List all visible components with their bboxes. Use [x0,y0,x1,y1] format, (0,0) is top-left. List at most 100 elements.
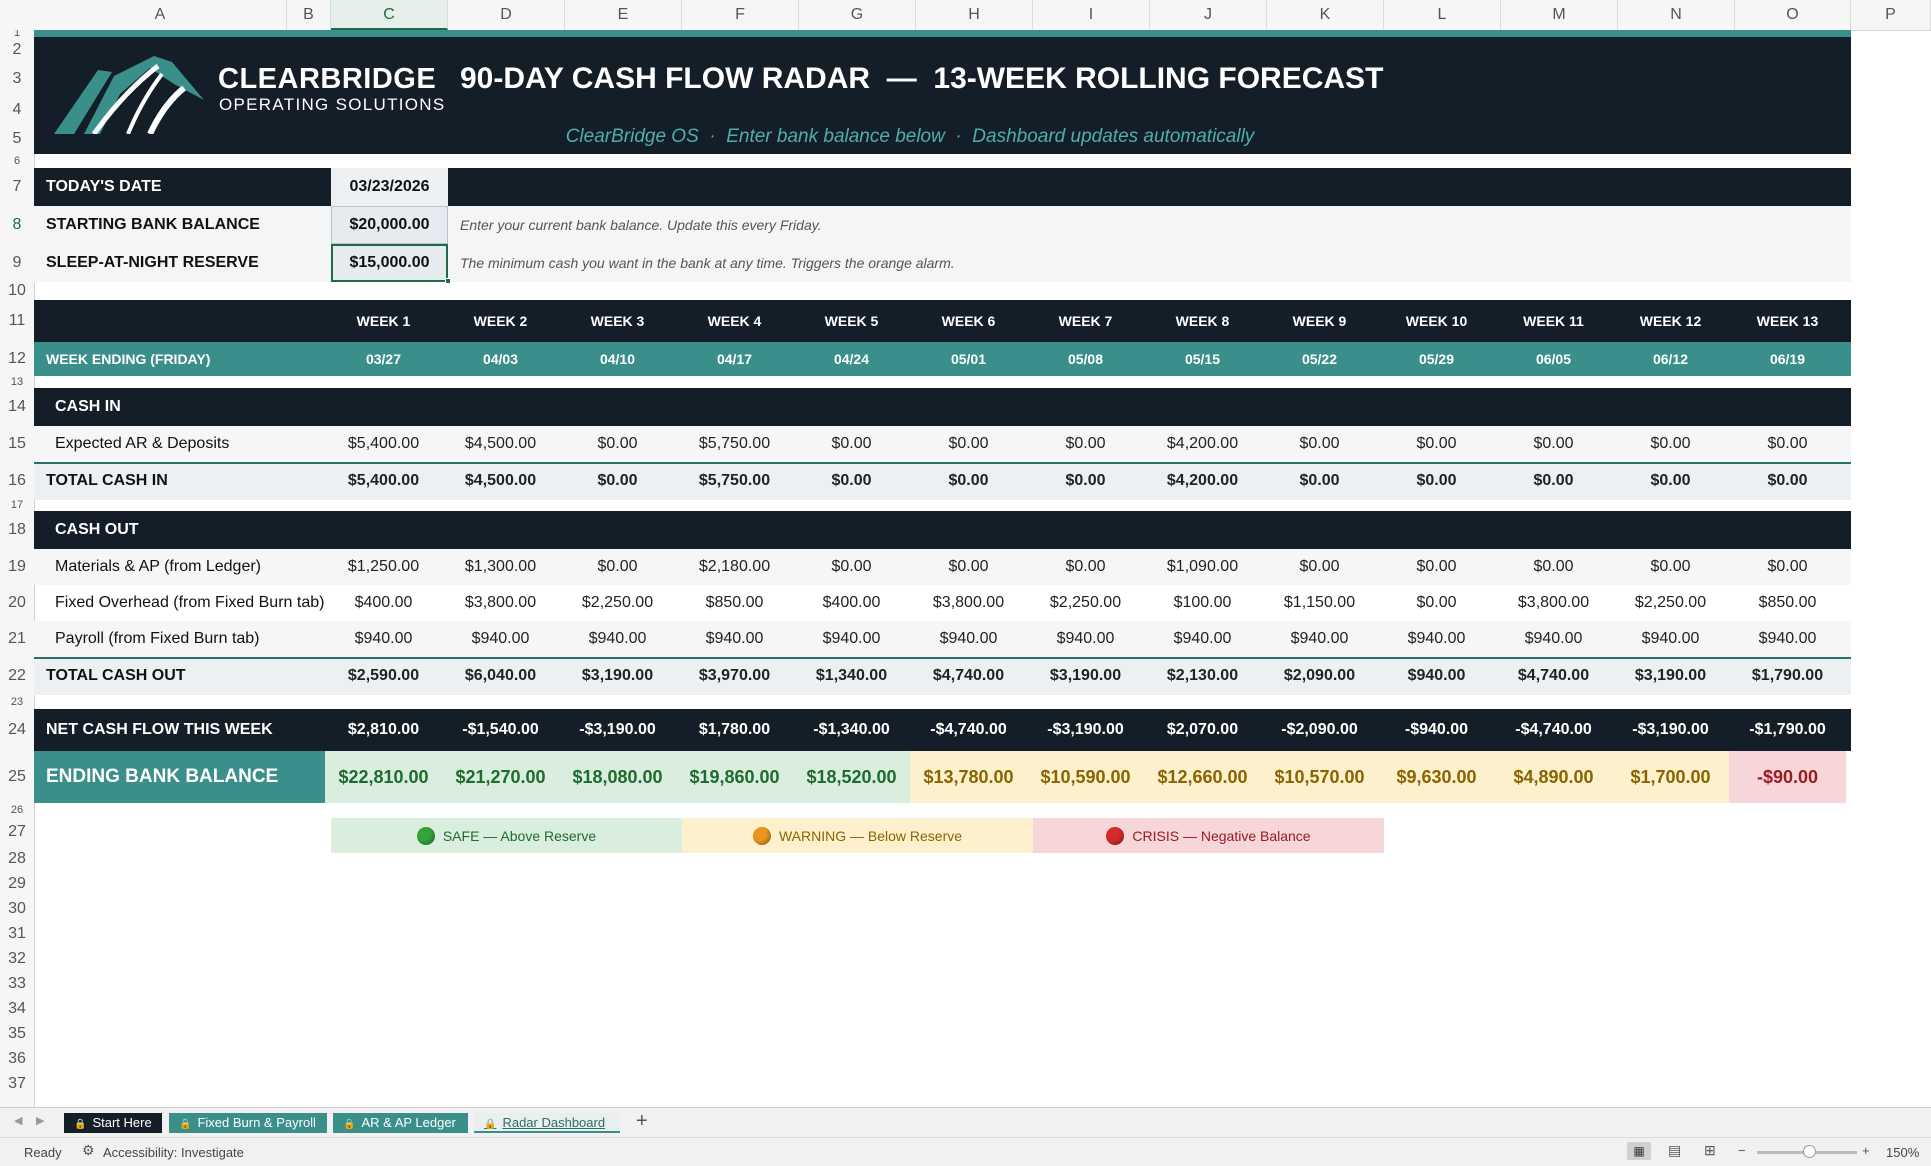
total-cash-in-cell[interactable]: $0.00 [1065,472,1106,489]
row-header-14[interactable]: 14 [8,398,26,415]
net-cash-flow-cell[interactable]: -$4,740.00 [930,721,1007,738]
cash-out-row-cell[interactable]: $0.00 [1299,558,1340,575]
ending-balance-cell[interactable]: $9,630.00 [1378,751,1495,803]
cash-out-row-cell[interactable]: $940.00 [1173,630,1232,647]
cash-out-row-cell[interactable]: $2,180.00 [698,558,771,575]
column-header-j[interactable]: J [1150,0,1267,30]
cash-out-row-cell[interactable]: $1,300.00 [464,558,537,575]
row-header-34[interactable]: 34 [8,1000,26,1017]
ending-balance-cell[interactable]: $12,660.00 [1144,751,1261,803]
cash-out-row-cell[interactable]: $1,090.00 [1166,558,1239,575]
ending-balance-cell[interactable]: $19,860.00 [676,751,793,803]
total-cash-in-cell[interactable]: $5,750.00 [698,472,771,489]
row-header-10[interactable]: 10 [8,282,26,299]
row-header-24[interactable]: 24 [8,721,26,738]
cash-in-row-cell[interactable]: $0.00 [1416,435,1457,452]
net-cash-flow-cell[interactable]: -$3,190.00 [579,721,656,738]
sheet-tab-fixed-burn-payroll[interactable]: 🔒 Fixed Burn & Payroll [169,1113,327,1133]
column-header-i[interactable]: I [1033,0,1150,30]
net-cash-flow-cell[interactable]: $2,810.00 [347,721,420,738]
total-cash-out-cell[interactable]: $1,340.00 [815,667,888,684]
cash-out-row-cell[interactable]: $0.00 [1767,558,1808,575]
cash-out-row-cell[interactable]: $400.00 [822,594,881,611]
zoom-slider-thumb[interactable] [1803,1145,1816,1158]
row-header-29[interactable]: 29 [8,875,26,892]
ending-balance-cell[interactable]: $10,570.00 [1261,751,1378,803]
cash-out-row-cell[interactable]: $2,250.00 [1049,594,1122,611]
date-input[interactable]: 03/23/2026 [331,168,448,206]
row-header-1[interactable]: 1 [13,30,21,37]
cash-out-row-cell[interactable]: $0.00 [831,558,872,575]
ending-balance-cell[interactable]: $21,270.00 [442,751,559,803]
net-cash-flow-cell[interactable]: -$1,790.00 [1749,721,1826,738]
cash-out-row-cell[interactable]: $3,800.00 [464,594,537,611]
cash-in-row-cell[interactable]: $0.00 [1533,435,1574,452]
total-cash-in-cell[interactable]: $0.00 [597,472,638,489]
tab-scroll-right-icon[interactable]: ▶ [36,1115,45,1127]
row-header-30[interactable]: 30 [8,900,26,917]
cash-in-row-cell[interactable]: $0.00 [1065,435,1106,452]
row-header-2[interactable]: 2 [12,41,22,58]
total-cash-in-cell[interactable]: $4,500.00 [464,472,537,489]
cash-in-row-cell[interactable]: $0.00 [1650,435,1691,452]
total-cash-in-cell[interactable]: $0.00 [1767,472,1808,489]
cash-out-row-cell[interactable]: $100.00 [1173,594,1232,611]
row-header-4[interactable]: 4 [12,101,22,118]
total-cash-in-cell[interactable]: $5,400.00 [347,472,420,489]
row-header-12[interactable]: 12 [8,350,26,367]
net-cash-flow-cell[interactable]: -$940.00 [1404,721,1469,738]
column-header-h[interactable]: H [916,0,1033,30]
net-cash-flow-cell[interactable]: $1,780.00 [698,721,771,738]
cash-out-row-cell[interactable]: $0.00 [597,558,638,575]
cash-in-row-cell[interactable]: $0.00 [1299,435,1340,452]
row-header-7[interactable]: 7 [12,178,22,195]
cash-out-row-cell[interactable]: $940.00 [1290,630,1349,647]
total-cash-out-cell[interactable]: $3,970.00 [698,667,771,684]
total-cash-out-cell[interactable]: $3,190.00 [1634,667,1707,684]
cash-in-row-cell[interactable]: $4,500.00 [464,435,537,452]
tab-scroll-left-icon[interactable]: ◀ [14,1115,23,1127]
total-cash-in-cell[interactable]: $0.00 [1650,472,1691,489]
cash-out-row-cell[interactable]: $0.00 [948,558,989,575]
total-cash-out-cell[interactable]: $4,740.00 [1517,667,1590,684]
cash-out-row-cell[interactable]: $940.00 [1758,630,1817,647]
net-cash-flow-cell[interactable]: $2,070.00 [1166,721,1239,738]
row-header-16[interactable]: 16 [8,472,26,489]
cash-out-row-cell[interactable]: $2,250.00 [581,594,654,611]
column-header-a[interactable]: A [34,0,287,30]
page-layout-icon[interactable]: ▤ [1668,1142,1682,1158]
cash-out-row-cell[interactable]: $2,250.00 [1634,594,1707,611]
total-cash-out-cell[interactable]: $940.00 [1407,667,1466,684]
row-header-17[interactable]: 17 [10,500,24,511]
row-header-11[interactable]: 11 [8,312,26,329]
ending-balance-cell[interactable]: $18,520.00 [793,751,910,803]
row-header-36[interactable]: 36 [8,1050,26,1067]
cash-in-row-cell[interactable]: $0.00 [1767,435,1808,452]
cash-in-row-cell[interactable]: $5,400.00 [347,435,420,452]
row-header-25[interactable]: 25 [8,768,26,785]
cash-out-row-cell[interactable]: $940.00 [822,630,881,647]
ending-balance-cell[interactable]: $1,700.00 [1612,751,1729,803]
row-header-37[interactable]: 37 [8,1075,26,1092]
row-header-20[interactable]: 20 [8,594,26,611]
cash-out-row-cell[interactable]: $940.00 [1407,630,1466,647]
cash-out-row-cell[interactable]: $1,150.00 [1283,594,1356,611]
column-header-b[interactable]: B [287,0,331,30]
column-header-c[interactable]: C [331,0,448,30]
total-cash-out-cell[interactable]: $6,040.00 [464,667,537,684]
total-cash-out-cell[interactable]: $2,590.00 [347,667,420,684]
cash-out-row-cell[interactable]: $940.00 [354,630,413,647]
cash-out-row-cell[interactable]: $3,800.00 [1517,594,1590,611]
row-header-18[interactable]: 18 [8,521,26,538]
row-header-35[interactable]: 35 [8,1025,26,1042]
column-header-l[interactable]: L [1384,0,1501,30]
column-header-p[interactable]: P [1851,0,1931,30]
column-header-e[interactable]: E [565,0,682,30]
total-cash-out-cell[interactable]: $2,130.00 [1166,667,1239,684]
column-header-d[interactable]: D [448,0,565,30]
row-header-3[interactable]: 3 [12,70,22,87]
row-header-23[interactable]: 23 [10,696,24,708]
row-header-19[interactable]: 19 [8,558,26,575]
total-cash-out-cell[interactable]: $1,790.00 [1751,667,1824,684]
row-header-22[interactable]: 22 [8,667,26,684]
